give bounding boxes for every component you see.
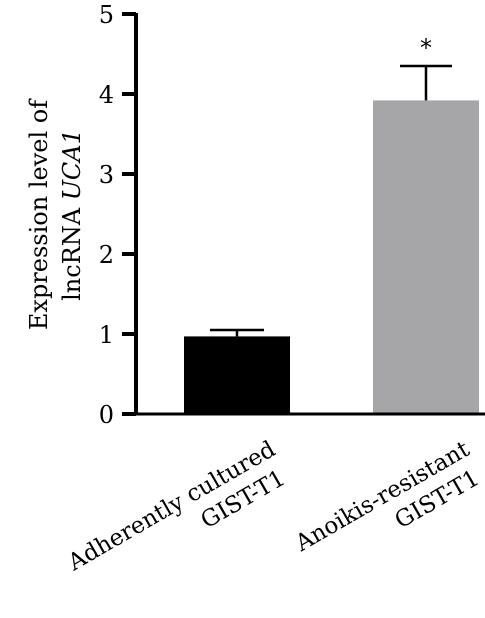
bar <box>373 100 479 415</box>
y-axis-title-second: lncRNA UCA1 <box>58 129 86 301</box>
y-axis: 0 1 2 3 4 5 <box>99 1 138 429</box>
y-axis-title-line-1: Expression level of <box>25 98 53 330</box>
x-category-label: Adherently culturedGIST-T1 <box>63 436 295 602</box>
x-axis: Adherently culturedGIST-T1 Anoikis-resist… <box>63 412 485 602</box>
y-tick-label: 3 <box>99 161 114 189</box>
y-tick-label: 4 <box>99 81 114 109</box>
y-tick-label: 5 <box>99 1 114 29</box>
y-tick-label: 0 <box>99 401 114 429</box>
bars: * <box>184 34 479 415</box>
y-tick-label: 1 <box>99 321 114 349</box>
y-axis-title-line-2-prefix: lncRNA <box>58 200 86 301</box>
bar <box>184 336 290 414</box>
x-category-label: Anoikis-resistantGIST-T1 <box>290 436 485 583</box>
y-axis-title-gene: UCA1 <box>58 129 86 200</box>
significance-marker: * <box>420 34 432 62</box>
y-tick-label: 2 <box>99 241 114 269</box>
y-axis-title: Expression level of <box>25 98 53 330</box>
